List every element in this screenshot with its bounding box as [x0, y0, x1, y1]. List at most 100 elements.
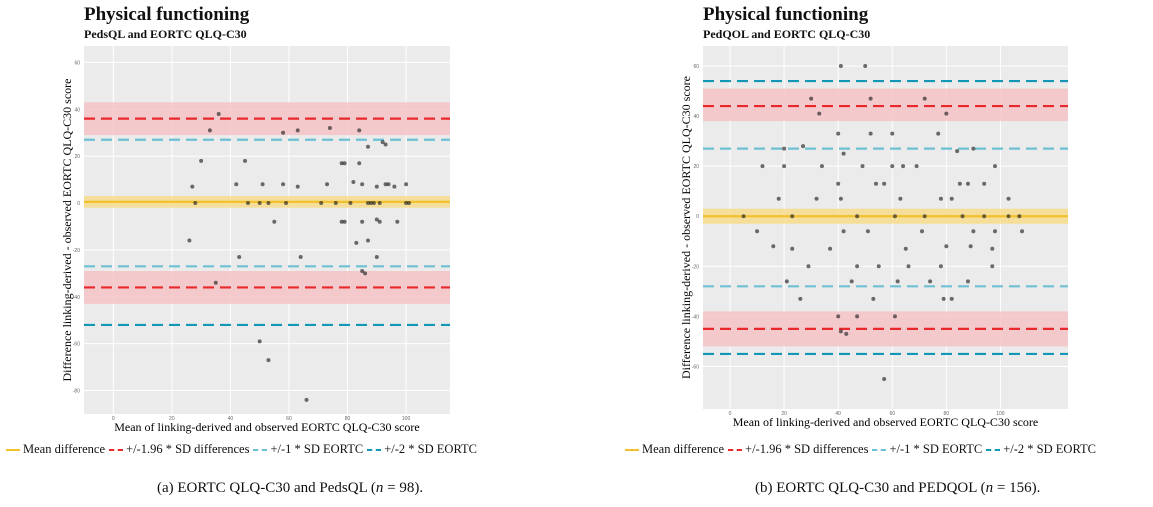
data-point	[298, 254, 303, 259]
legend: Mean difference +/-1.96 * SD differences…	[625, 442, 1100, 457]
data-point	[1006, 196, 1011, 201]
data-point	[339, 219, 344, 224]
legend-item-loa196: +/-1.96 * SD differences	[728, 442, 868, 457]
y-tick-label: 60	[74, 60, 80, 66]
data-point	[855, 314, 860, 319]
legend-label: +/-1 * SD EORTC	[889, 442, 983, 456]
data-point	[836, 181, 841, 186]
data-point	[755, 229, 760, 234]
data-point	[828, 246, 833, 251]
data-point	[892, 314, 897, 319]
figure-a: Physical functioning PedsQL and EORTC QL…	[0, 0, 560, 507]
x-tick-label: 20	[169, 416, 175, 422]
data-point	[903, 246, 908, 251]
chart-subtitle: PedsQL and EORTC QLQ-C30	[84, 27, 247, 41]
y-tick-label: 40	[74, 107, 80, 113]
data-point	[957, 181, 962, 186]
data-point	[906, 264, 911, 269]
data-point	[965, 181, 970, 186]
data-point	[1020, 229, 1025, 234]
data-point	[404, 182, 409, 187]
data-point	[892, 214, 897, 219]
figure-b: Physical functioning PedQOL and EORTC QL…	[585, 0, 1145, 507]
data-point	[782, 146, 787, 151]
data-point	[360, 219, 365, 224]
data-point	[965, 279, 970, 284]
data-point	[319, 201, 324, 206]
data-point	[272, 219, 277, 224]
data-point	[295, 184, 300, 189]
data-point	[922, 96, 927, 101]
data-point	[360, 182, 365, 187]
data-point	[371, 201, 376, 206]
data-point	[990, 264, 995, 269]
data-point	[386, 182, 391, 187]
x-axis-label: Mean of linking-derived and observed EOR…	[114, 420, 420, 434]
data-point	[295, 128, 300, 133]
caption-text: (b) EORTC QLQ-C30 and PEDQOL (	[755, 480, 986, 496]
data-point	[849, 279, 854, 284]
data-point	[982, 214, 987, 219]
y-tick-label: -40	[73, 295, 80, 301]
caption-n-variable: n	[985, 480, 994, 496]
legend-label: +/-2 * SD EORTC	[1003, 442, 1097, 456]
x-tick-label: 20	[781, 411, 787, 417]
data-point	[814, 196, 819, 201]
legend-label: +/-2 * SD EORTC	[384, 442, 478, 456]
data-point	[392, 184, 397, 189]
data-point	[838, 329, 843, 334]
x-tick-label: 0	[112, 416, 115, 422]
data-point	[199, 158, 204, 163]
data-point	[257, 339, 262, 344]
data-point	[266, 201, 271, 206]
data-point	[819, 164, 824, 169]
y-tick-label: -80	[73, 389, 80, 395]
data-point	[404, 201, 409, 206]
bland-altman-plot-b: 0 20 40 60 80 100 60 40 20 0 -20 -40 -60 Mean of link…	[679, 46, 1068, 429]
data-point	[868, 131, 873, 136]
data-point	[838, 64, 843, 69]
caption-text: = 98).	[383, 480, 424, 496]
loa-band	[703, 88, 1068, 122]
caption-text: = 156).	[993, 480, 1041, 496]
data-point	[860, 164, 865, 169]
data-point	[838, 196, 843, 201]
data-point	[741, 214, 746, 219]
data-point	[844, 331, 849, 336]
y-tick-label: 0	[77, 201, 80, 207]
data-point	[836, 131, 841, 136]
data-point	[325, 182, 330, 187]
x-tick-label: 0	[729, 411, 732, 417]
data-point	[798, 296, 803, 301]
data-point	[374, 217, 379, 222]
data-point	[395, 219, 400, 224]
data-point	[938, 196, 943, 201]
data-point	[357, 128, 362, 133]
data-point	[760, 164, 765, 169]
y-tick-label: 60	[693, 64, 699, 70]
data-point	[281, 182, 286, 187]
x-tick-label: 80	[345, 416, 351, 422]
data-point	[284, 201, 289, 206]
data-point	[266, 358, 271, 363]
y-axis-label: Difference linking-derived - observed EO…	[60, 79, 74, 382]
data-point	[801, 144, 806, 149]
data-point	[383, 182, 388, 187]
data-point	[922, 214, 927, 219]
data-point	[366, 238, 371, 243]
data-point	[245, 201, 250, 206]
data-point	[982, 181, 987, 186]
data-point	[871, 296, 876, 301]
data-point	[354, 240, 359, 245]
data-point	[868, 96, 873, 101]
data-point	[809, 96, 814, 101]
data-point	[339, 161, 344, 166]
data-point	[360, 269, 365, 274]
data-point	[901, 164, 906, 169]
data-point	[890, 164, 895, 169]
x-tick-label: 40	[835, 411, 841, 417]
data-point	[377, 219, 382, 224]
caption-b: (b) EORTC QLQ-C30 and PEDQOL (n = 156).	[755, 480, 1040, 497]
data-point	[407, 201, 412, 206]
data-point	[876, 264, 881, 269]
